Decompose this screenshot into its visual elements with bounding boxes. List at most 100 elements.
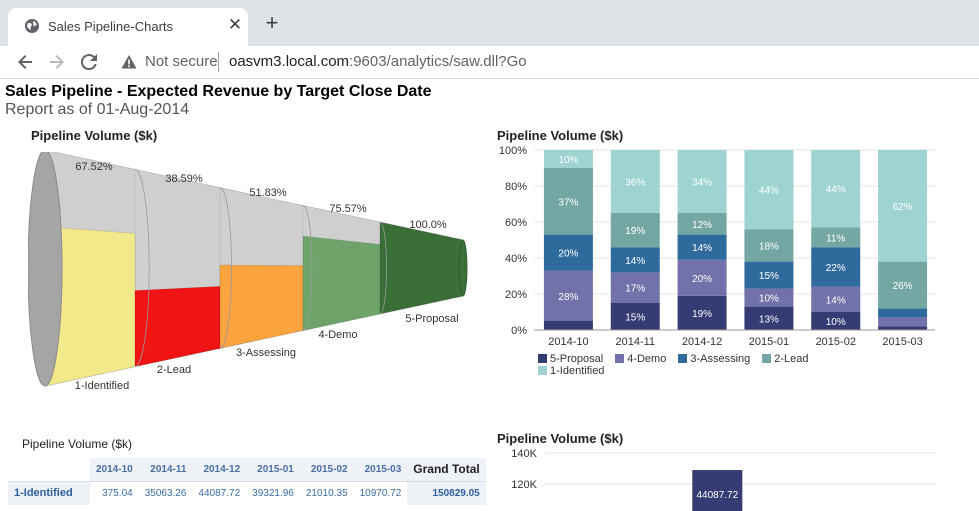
funnel-stage-label: 4-Demo: [318, 329, 357, 341]
tab-title: Sales Pipeline-Charts: [48, 19, 174, 34]
bar-segment: [811, 312, 861, 330]
pivot-grand-total-header[interactable]: Grand Total: [407, 458, 486, 482]
bar-data-label: 17%: [625, 284, 645, 295]
funnel-divider: [134, 168, 150, 368]
back-arrow-icon[interactable]: [13, 50, 37, 74]
bar-data-label: 37%: [558, 197, 578, 208]
reload-icon[interactable]: [77, 50, 101, 74]
bar-segment: [744, 306, 794, 330]
legend-swatch: [762, 354, 772, 363]
bar-data-label: 20%: [692, 274, 712, 285]
pivot-cell[interactable]: 39321.96: [246, 481, 300, 505]
bar-data-label: 10%: [826, 317, 846, 328]
bar-data-label: 14%: [625, 256, 645, 267]
pivot-col-header[interactable]: 2015-01: [246, 458, 300, 482]
bar-data-label: 19%: [692, 309, 712, 320]
url-separator: [218, 52, 219, 72]
legend-swatch: [678, 354, 688, 363]
bar-segment: [878, 317, 928, 327]
legend-item[interactable]: 3-Assessing: [678, 353, 750, 365]
bar-data-label: 18%: [759, 241, 779, 252]
bar-segment: [878, 308, 928, 318]
page-subtitle: Report as of 01-Aug-2014: [5, 101, 190, 118]
globe-icon: [25, 19, 39, 33]
pivot-corner: [8, 458, 90, 482]
y-tick-label: 80%: [505, 181, 527, 193]
pivot-col-header[interactable]: 2014-12: [192, 458, 247, 482]
pivot-cell[interactable]: 21010.35: [299, 481, 354, 505]
bar-data-label: 10%: [558, 155, 578, 166]
pivot-row-header[interactable]: 1-Identified: [8, 481, 90, 505]
address-bar[interactable]: oasvm3.local.com:9603/analytics/saw.dll?…: [229, 53, 527, 70]
y-tick-label: 0%: [511, 325, 527, 337]
funnel-stage-label: 2-Lead: [157, 364, 191, 376]
tab-sales-pipeline[interactable]: Sales Pipeline-Charts ✕: [8, 8, 248, 46]
bar-segment: [878, 326, 928, 330]
pivot-table-caption: Pipeline Volume ($k): [22, 437, 133, 451]
legend-swatch: [538, 354, 547, 363]
pivot-col-header[interactable]: 2015-03: [353, 458, 408, 482]
not-secure-label[interactable]: Not secure: [145, 53, 218, 70]
legend-item[interactable]: 2-Lead: [762, 353, 809, 365]
bar-segment: [744, 261, 794, 289]
bar-segment: [677, 150, 727, 213]
pivot-col-header[interactable]: 2014-11: [138, 458, 193, 482]
page-title: Sales Pipeline - Expected Revenue by Tar…: [5, 83, 432, 100]
bar-data-label: 44%: [826, 185, 846, 196]
bar-segment: [677, 213, 727, 235]
pivot-col-header[interactable]: 2015-02: [299, 458, 354, 482]
new-tab-button[interactable]: +: [265, 10, 279, 35]
bar-data-label: 14%: [826, 295, 846, 306]
funnel-segment-fill: [134, 286, 221, 367]
close-icon[interactable]: ✕: [227, 15, 243, 34]
funnel-stage-label: 5-Proposal: [405, 313, 458, 325]
bar-segment: [543, 270, 593, 321]
funnel-chart-title: Pipeline Volume ($k): [31, 128, 158, 143]
x-tick-label: 2014-10: [548, 336, 588, 348]
bar-segment: [677, 234, 727, 260]
funnel-end-cap: [458, 239, 468, 297]
x-tick-label: 2015-03: [882, 336, 922, 348]
funnel-segment-fill: [302, 235, 381, 331]
bar-segment: [610, 247, 660, 273]
pivot-cell[interactable]: 375.04: [90, 481, 139, 505]
y-tick-label: 20%: [505, 289, 527, 301]
bar-data-label: 11%: [826, 233, 845, 244]
funnel-stage-label: 1-Identified: [75, 380, 129, 392]
bar-segment: [610, 213, 660, 248]
table-row: 1-Identified 375.04 35063.26 44087.72 39…: [8, 481, 486, 505]
stacked-chart-legend: 5-Proposal 4-Demo 3-Assessing 2-Lead 1-Ident…: [538, 353, 878, 377]
y-tick-label: 120K: [511, 479, 537, 491]
bar-data-label: 62%: [893, 202, 913, 213]
bar-segment: [744, 288, 794, 307]
pivot-cell[interactable]: 35063.26: [138, 481, 193, 505]
bar-data-label: 20%: [558, 249, 578, 260]
funnel-percent-label: 67.52%: [75, 161, 113, 173]
funnel-percent-label: 100.0%: [409, 219, 447, 231]
pivot-grand-total-cell[interactable]: 150829.05: [407, 481, 486, 505]
bar-data-label: 14%: [692, 243, 712, 254]
address-toolbar: Not secure oasvm3.local.com:9603/analyti…: [0, 46, 979, 79]
bar-data-label: 36%: [625, 178, 645, 189]
forward-arrow-icon[interactable]: [45, 50, 69, 74]
legend-item[interactable]: 5-Proposal: [538, 353, 603, 365]
funnel-divider: [302, 205, 313, 331]
bar-segment: [677, 259, 727, 296]
pivot-header-row: 2014-10 2014-11 2014-12 2015-01 2015-02 …: [8, 458, 486, 482]
bar-segment: [543, 321, 593, 330]
bar-segment: [811, 247, 861, 287]
report-page: Sales Pipeline - Expected Revenue by Tar…: [0, 80, 979, 511]
legend-item[interactable]: 4-Demo: [615, 353, 666, 365]
warning-icon[interactable]: [121, 54, 137, 70]
bar-segment: [543, 234, 593, 271]
legend-item[interactable]: 1-Identified: [538, 365, 604, 377]
pivot-cell[interactable]: 10970.72: [353, 481, 408, 505]
pivot-cell[interactable]: 44087.72: [192, 481, 247, 505]
pivot-col-header[interactable]: 2014-10: [90, 458, 139, 482]
y-tick-label: 100%: [499, 145, 527, 157]
bar-segment: [610, 303, 660, 330]
legend-label: 4-Demo: [627, 353, 667, 365]
funnel-segment-fill: [379, 221, 464, 315]
legend-label: 2-Lead: [774, 353, 809, 365]
y-tick-label: 140K: [511, 448, 537, 460]
